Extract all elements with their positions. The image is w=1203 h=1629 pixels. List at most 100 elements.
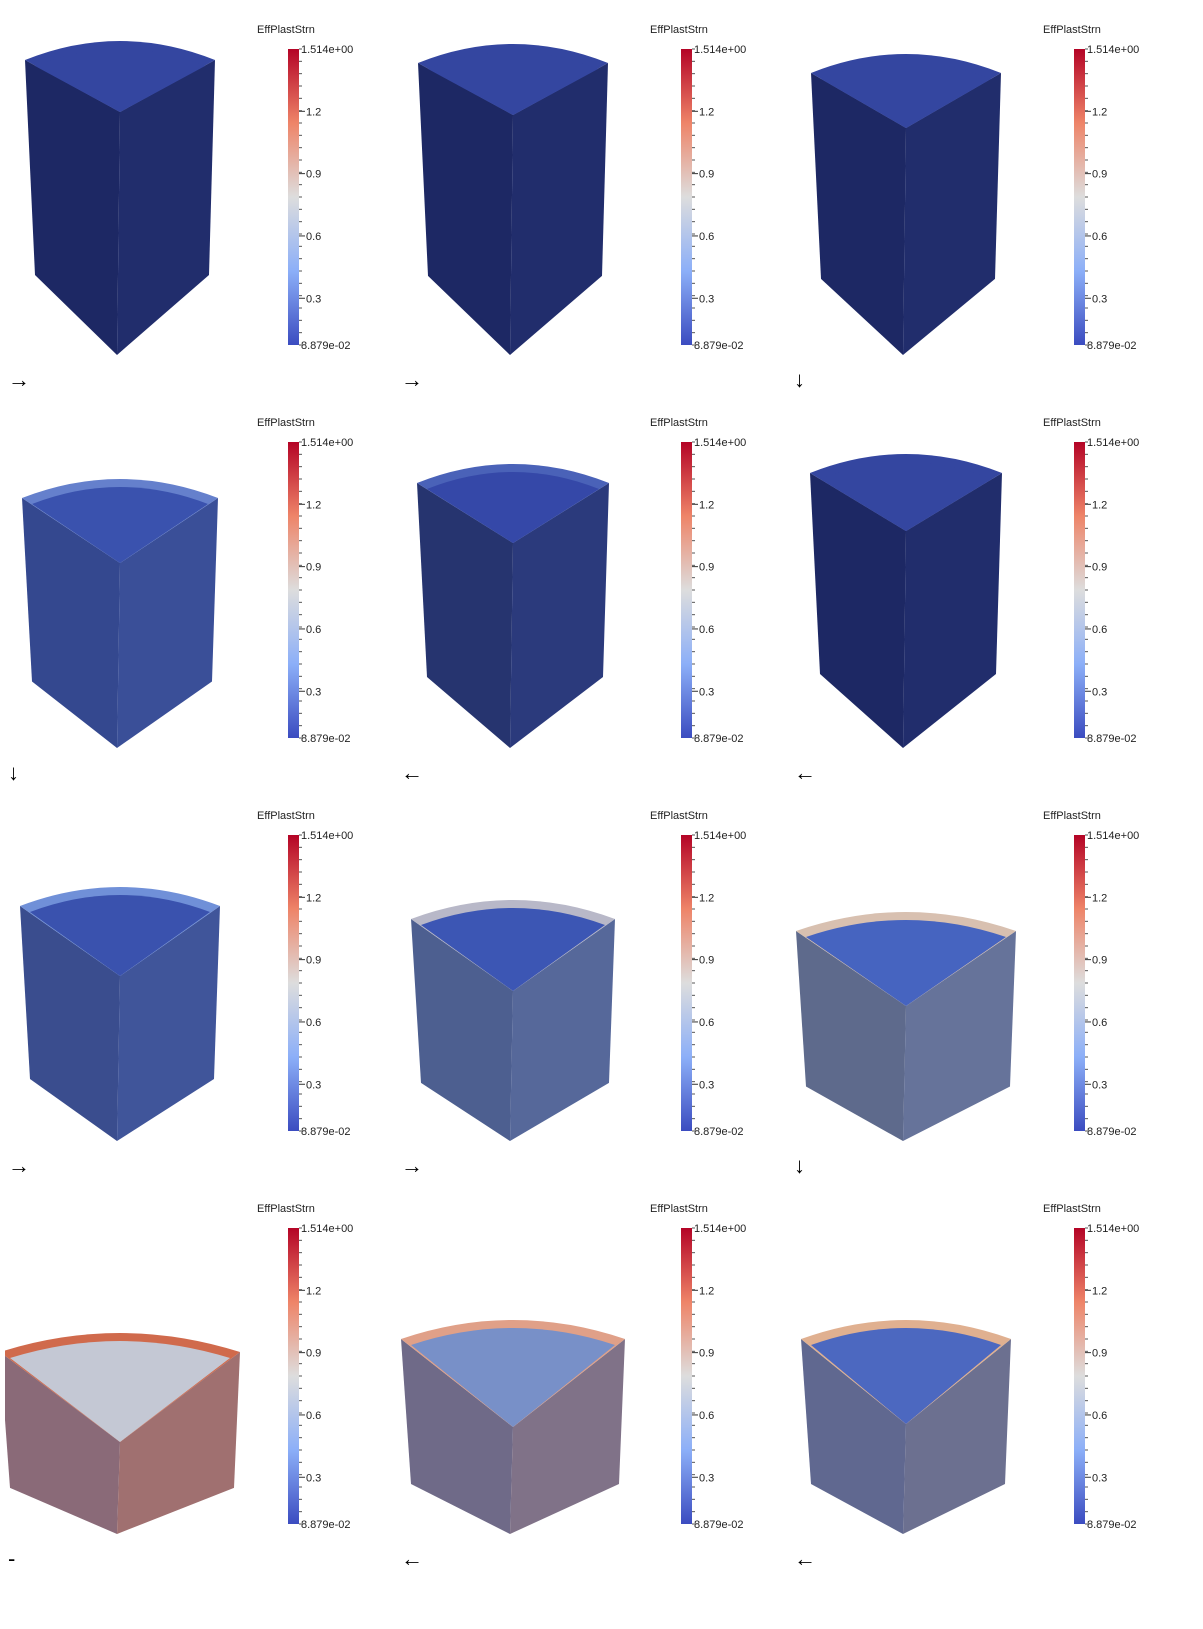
colorbar-max: 1.514e+00 xyxy=(301,1223,353,1235)
colorbar-label: 1.2 xyxy=(1092,499,1107,511)
colorbar-max: 1.514e+00 xyxy=(694,437,746,449)
colorbar-label: 0.9 xyxy=(1092,1348,1107,1360)
colorbar-label: 1.2 xyxy=(1092,892,1107,904)
top-face xyxy=(820,462,992,531)
colorbar-min: 8.879e-02 xyxy=(694,1519,744,1531)
top-face xyxy=(427,472,599,543)
flow-arrow: ↓ xyxy=(8,760,19,785)
left-face xyxy=(418,63,513,355)
right-face xyxy=(903,931,1016,1141)
left-face xyxy=(0,1352,120,1534)
panel: EffPlastStrn 1.514e+00 8.879e-02 1.2 0.9 0.6 0… xyxy=(398,1184,768,1549)
colorbar-label: 1.2 xyxy=(699,499,714,511)
colorbar-title: EffPlastStrn xyxy=(257,1203,315,1215)
right-face xyxy=(510,483,609,748)
colorbar-label: 1.2 xyxy=(306,892,321,904)
flow-arrow: ↓ xyxy=(794,1153,805,1178)
colorbar-max: 1.514e+00 xyxy=(694,44,746,56)
right-face xyxy=(903,473,1002,748)
colorbar-label: 0.9 xyxy=(306,955,321,967)
flow-arrow: - xyxy=(8,1546,16,1571)
panel-render: EffPlastStrn 1.514e+00 8.879e-02 1.2 0.9 0.6 0… xyxy=(417,417,746,748)
panel: EffPlastStrn 1.514e+00 8.879e-02 1.2 0.9 0.6 0… xyxy=(791,1184,1161,1549)
colorbar-min: 8.879e-02 xyxy=(1087,733,1137,745)
panel-render: EffPlastStrn 1.514e+00 8.879e-02 1.2 0.9 0.6 0… xyxy=(411,810,746,1141)
left-face xyxy=(810,473,906,748)
colorbar-label: 0.9 xyxy=(699,1348,714,1360)
colorbar-label: 0.3 xyxy=(699,1472,714,1484)
colorbar-max: 1.514e+00 xyxy=(694,830,746,842)
right-face xyxy=(903,73,1001,355)
colorbar xyxy=(288,49,299,345)
flow-arrow: → xyxy=(8,367,30,392)
colorbar-title: EffPlastStrn xyxy=(650,417,708,429)
colorbar-label: 0.9 xyxy=(699,169,714,181)
left-face xyxy=(401,1339,513,1534)
panel-render: EffPlastStrn 1.514e+00 8.879e-02 1.2 0.9 0.6 0… xyxy=(810,417,1139,748)
colorbar-label: 0.9 xyxy=(1092,955,1107,967)
colorbar-label: 0.3 xyxy=(1092,686,1107,698)
colorbar-label: 0.6 xyxy=(306,624,321,636)
flow-arrow: ← xyxy=(401,1546,423,1571)
right-face xyxy=(117,498,218,748)
colorbar-label: 0.6 xyxy=(1092,1017,1107,1029)
colorbar xyxy=(1074,442,1085,738)
colorbar-label: 0.6 xyxy=(699,1410,714,1422)
colorbar-max: 1.514e+00 xyxy=(1087,1223,1139,1235)
colorbar-min: 8.879e-02 xyxy=(301,1519,351,1531)
panel-render: EffPlastStrn 1.514e+00 8.879e-02 1.2 0.9 0.6 0… xyxy=(25,24,353,355)
colorbar-min: 8.879e-02 xyxy=(301,340,351,352)
top-face xyxy=(35,49,205,112)
colorbar xyxy=(681,442,692,738)
panel-render: EffPlastStrn 1.514e+00 8.879e-02 1.2 0.9 0.6 0… xyxy=(796,810,1139,1141)
colorbar-label: 0.6 xyxy=(699,624,714,636)
colorbar-label: 0.3 xyxy=(306,293,321,305)
colorbar-label: 0.6 xyxy=(699,1017,714,1029)
colorbar-title: EffPlastStrn xyxy=(257,810,315,822)
top-face xyxy=(821,62,991,128)
colorbar-label: 0.3 xyxy=(306,1079,321,1091)
right-face xyxy=(117,1352,240,1534)
colorbar xyxy=(1074,49,1085,345)
panel-render: EffPlastStrn 1.514e+00 8.879e-02 1.2 0.9 0.6 0… xyxy=(20,810,353,1141)
colorbar-label: 1.2 xyxy=(699,892,714,904)
colorbar-label: 0.6 xyxy=(1092,1410,1107,1422)
right-face xyxy=(510,919,615,1141)
panel-render: EffPlastStrn 1.514e+00 8.879e-02 1.2 0.9 0.6 0… xyxy=(0,1203,353,1534)
colorbar-title: EffPlastStrn xyxy=(257,24,315,36)
colorbar-label: 0.3 xyxy=(699,1079,714,1091)
colorbar-label: 0.3 xyxy=(699,686,714,698)
colorbar-label: 1.2 xyxy=(699,1285,714,1297)
colorbar-label: 0.9 xyxy=(306,562,321,574)
colorbar-max: 1.514e+00 xyxy=(1087,44,1139,56)
colorbar-label: 0.9 xyxy=(699,562,714,574)
left-face xyxy=(796,931,906,1141)
colorbar-min: 8.879e-02 xyxy=(694,1126,744,1138)
right-face xyxy=(117,60,215,355)
colorbar-max: 1.514e+00 xyxy=(694,1223,746,1235)
top-face xyxy=(32,487,208,563)
left-face xyxy=(22,498,120,748)
panel: EffPlastStrn 1.514e+00 8.879e-02 1.2 0.9 0.6 0… xyxy=(398,5,768,370)
panel-render: EffPlastStrn 1.514e+00 8.879e-02 1.2 0.9 0.6 0… xyxy=(801,1203,1139,1534)
panel-render: EffPlastStrn 1.514e+00 8.879e-02 1.2 0.9 0.6 0… xyxy=(811,24,1139,355)
colorbar xyxy=(288,835,299,1131)
flow-arrow: → xyxy=(401,1153,423,1178)
colorbar-label: 0.6 xyxy=(306,1410,321,1422)
left-face xyxy=(411,919,513,1141)
colorbar-label: 0.3 xyxy=(1092,293,1107,305)
colorbar-label: 0.9 xyxy=(306,1348,321,1360)
colorbar-label: 0.3 xyxy=(1092,1472,1107,1484)
colorbar xyxy=(681,49,692,345)
colorbar-min: 8.879e-02 xyxy=(694,733,744,745)
colorbar-max: 1.514e+00 xyxy=(301,437,353,449)
colorbar-title: EffPlastStrn xyxy=(650,810,708,822)
colorbar-label: 0.9 xyxy=(1092,169,1107,181)
left-face xyxy=(25,60,120,355)
colorbar xyxy=(1074,1228,1085,1524)
panel-render: EffPlastStrn 1.514e+00 8.879e-02 1.2 0.9 0.6 0… xyxy=(22,417,353,748)
colorbar-max: 1.514e+00 xyxy=(1087,830,1139,842)
colorbar-min: 8.879e-02 xyxy=(301,1126,351,1138)
panel: EffPlastStrn 1.514e+00 8.879e-02 1.2 0.9 0.6 0… xyxy=(5,398,375,763)
